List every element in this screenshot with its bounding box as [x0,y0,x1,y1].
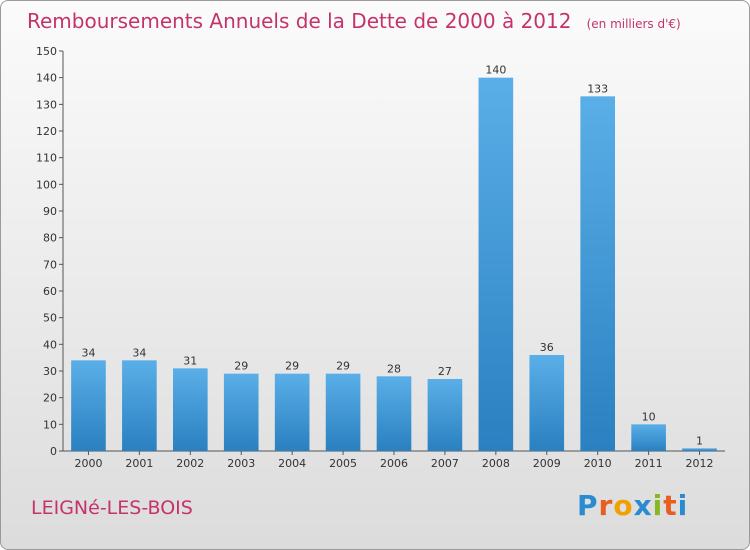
y-tick-label: 80 [43,232,57,245]
y-tick-label: 150 [36,45,57,58]
brand-letter: r [598,489,614,522]
x-tick-label: 2011 [635,457,663,470]
brand-letter: i [652,489,664,522]
y-tick-label: 130 [36,98,57,111]
y-tick-label: 70 [43,258,57,271]
data-label: 34 [132,346,146,359]
bar-2006 [376,376,412,451]
data-label: 34 [81,346,95,359]
y-tick-label: 50 [43,312,57,325]
bar-2002 [172,368,208,451]
bar-2005 [325,373,361,451]
bar-2007 [427,379,463,451]
bar-2001 [122,360,157,451]
y-tick-label: 30 [43,365,57,378]
bar-2004 [274,373,310,451]
y-tick-label: 120 [36,125,57,138]
x-tick-label: 2010 [584,457,612,470]
bar-2011 [631,424,666,451]
data-label: 31 [183,354,197,367]
x-tick-label: 2001 [125,457,153,470]
data-label: 29 [234,360,248,373]
data-label: 10 [642,410,656,423]
brand-logo: Proxiti [577,489,688,522]
data-label: 29 [285,360,299,373]
y-tick-label: 100 [36,178,57,191]
bar-2000 [71,360,106,451]
y-tick-label: 40 [43,338,57,351]
y-tick-label: 10 [43,418,57,431]
y-tick-label: 90 [43,205,57,218]
data-label: 36 [540,341,554,354]
brand-letter: t [663,489,678,522]
x-tick-label: 2002 [176,457,204,470]
y-tick-label: 20 [43,392,57,405]
chart-title: Remboursements Annuels de la Dette de 20… [27,9,572,33]
data-label: 1 [696,434,703,447]
data-label: 29 [336,360,350,373]
x-tick-label: 2004 [278,457,306,470]
x-tick-label: 2000 [74,457,102,470]
x-tick-label: 2009 [533,457,561,470]
data-label: 28 [387,362,401,375]
title-row: Remboursements Annuels de la Dette de 20… [27,9,681,33]
y-tick-label: 110 [36,152,57,165]
bar-2008 [478,77,514,452]
y-tick-label: 0 [50,445,57,458]
y-tick-label: 140 [36,72,57,85]
brand-letter: x [633,489,653,522]
data-label: 27 [438,365,452,378]
bar-2003 [223,373,259,451]
data-label: 140 [485,64,506,77]
chart-unit: (en milliers d'€) [586,17,681,31]
x-tick-label: 2008 [482,457,510,470]
bar-2010 [580,96,616,451]
x-tick-label: 2005 [329,457,357,470]
data-label: 133 [587,82,608,95]
bar-2009 [529,355,565,451]
brand-letter: P [577,489,599,522]
x-tick-label: 2007 [431,457,459,470]
x-tick-label: 2006 [380,457,408,470]
brand-letter: i [677,489,689,522]
y-tick-label: 60 [43,285,57,298]
x-tick-label: 2003 [227,457,255,470]
x-tick-label: 2012 [686,457,714,470]
commune-name: LEIGNé-LES-BOIS [31,497,193,519]
brand-letter: o [613,489,634,522]
bar-2012 [682,448,717,451]
